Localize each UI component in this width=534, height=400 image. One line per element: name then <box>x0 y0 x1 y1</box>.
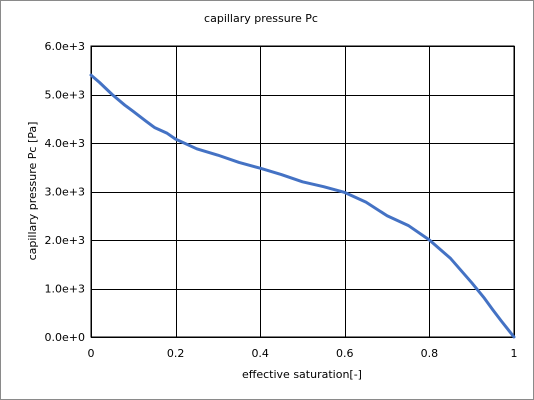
y-tick-label: 0.0e+0 <box>45 331 85 344</box>
chart-title: capillary pressure Pc <box>204 12 318 25</box>
x-axis-label: effective saturation[-] <box>242 368 362 381</box>
y-tick-labels: 0.0e+0 1.0e+3 2.0e+3 3.0e+3 4.0e+3 5.0e+3 6.0e… <box>45 40 85 344</box>
x-tick-label: 0.4 <box>251 347 269 360</box>
y-tick-label: 3.0e+3 <box>45 186 85 199</box>
x-tick-labels: 0 0.2 0.4 0.6 0.8 1 <box>88 347 518 360</box>
y-axis-label: capillary pressure Pc [Pa] <box>26 122 39 261</box>
x-tick-label: 1 <box>511 347 518 360</box>
x-tick-label: 0 <box>88 347 95 360</box>
gridlines <box>91 46 515 338</box>
x-tick-label: 0.2 <box>167 347 185 360</box>
plot-area <box>90 45 515 338</box>
y-tick-label: 6.0e+3 <box>45 40 85 53</box>
series-layer <box>89 73 516 339</box>
series-line <box>89 73 516 339</box>
x-tick-label: 0.8 <box>421 347 439 360</box>
y-tick-label: 2.0e+3 <box>45 234 85 247</box>
y-tick-label: 4.0e+3 <box>45 137 85 150</box>
x-tick-label: 0.6 <box>336 347 354 360</box>
y-tick-label: 5.0e+3 <box>45 89 85 102</box>
y-tick-label: 1.0e+3 <box>45 283 85 296</box>
